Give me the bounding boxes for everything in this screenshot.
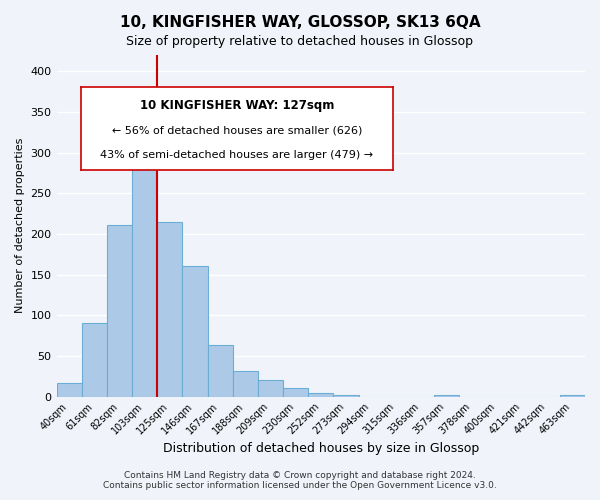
Bar — [56, 383, 82, 396]
Text: ← 56% of detached houses are smaller (626): ← 56% of detached houses are smaller (62… — [112, 126, 362, 136]
Bar — [283, 388, 308, 396]
Bar — [334, 395, 359, 396]
Bar — [107, 225, 132, 396]
Text: 10, KINGFISHER WAY, GLOSSOP, SK13 6QA: 10, KINGFISHER WAY, GLOSSOP, SK13 6QA — [119, 15, 481, 30]
Text: 10 KINGFISHER WAY: 127sqm: 10 KINGFISHER WAY: 127sqm — [140, 99, 334, 112]
Text: Contains HM Land Registry data © Crown copyright and database right 2024.
Contai: Contains HM Land Registry data © Crown c… — [103, 470, 497, 490]
Bar — [182, 266, 208, 396]
Bar — [233, 372, 258, 396]
X-axis label: Distribution of detached houses by size in Glossop: Distribution of detached houses by size … — [163, 442, 479, 455]
Bar — [132, 150, 157, 396]
Text: 43% of semi-detached houses are larger (479) →: 43% of semi-detached houses are larger (… — [100, 150, 374, 160]
Bar — [308, 392, 334, 396]
Y-axis label: Number of detached properties: Number of detached properties — [15, 138, 25, 314]
Bar — [560, 395, 585, 396]
Bar — [82, 324, 107, 396]
Bar — [157, 222, 182, 396]
Bar — [434, 395, 459, 396]
Bar — [208, 344, 233, 397]
Text: Size of property relative to detached houses in Glossop: Size of property relative to detached ho… — [127, 35, 473, 48]
Bar — [258, 380, 283, 396]
